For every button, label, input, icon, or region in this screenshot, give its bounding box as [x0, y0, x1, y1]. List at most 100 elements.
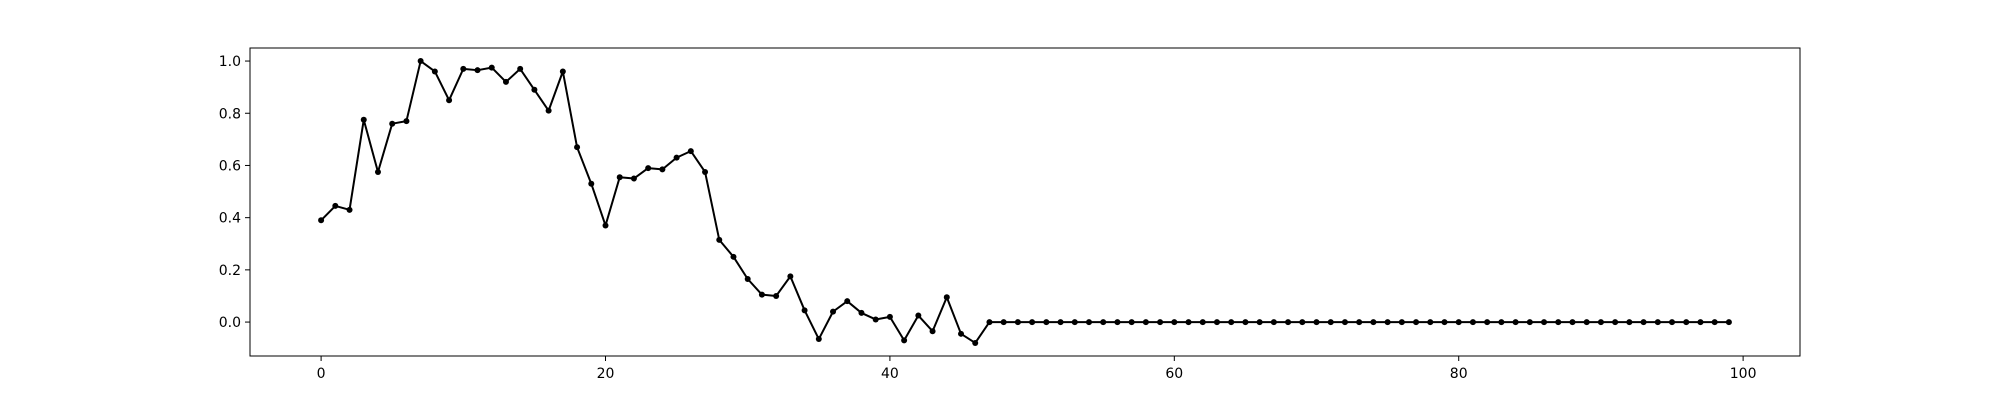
data-point [1085, 319, 1092, 326]
data-point [1541, 319, 1548, 326]
x-tick-label: 80 [1450, 366, 1468, 382]
data-point [517, 65, 524, 72]
data-point [830, 308, 837, 315]
data-point [602, 222, 609, 229]
data-point [1199, 319, 1206, 326]
data-point [1057, 319, 1064, 326]
data-point [1157, 319, 1164, 326]
data-point [1555, 319, 1562, 326]
y-tick-label: 0.6 [219, 158, 241, 174]
x-tick-label: 100 [1730, 366, 1757, 382]
data-point [1441, 319, 1448, 326]
data-point [360, 116, 367, 123]
data-point [716, 236, 723, 243]
data-point [1640, 319, 1647, 326]
data-point [858, 309, 865, 316]
data-point [915, 312, 922, 319]
data-point [545, 107, 552, 114]
data-point [1583, 319, 1590, 326]
data-point [1498, 319, 1505, 326]
data-point [332, 202, 339, 209]
data-point [1242, 319, 1249, 326]
data-point [403, 118, 410, 125]
data-point [1669, 319, 1676, 326]
data-point [1171, 319, 1178, 326]
data-point [616, 174, 623, 181]
data-point [659, 166, 666, 173]
data-point [972, 339, 979, 346]
data-point [318, 217, 325, 224]
series-line [320, 60, 1729, 344]
y-tick-label: 0.4 [219, 211, 241, 227]
data-point [673, 154, 680, 161]
data-point [460, 65, 467, 72]
data-point [559, 68, 566, 75]
data-point [1114, 319, 1121, 326]
data-point [801, 307, 808, 314]
data-point [1512, 319, 1519, 326]
x-tick-label: 20 [597, 366, 615, 382]
data-point [1228, 319, 1235, 326]
data-point [574, 144, 581, 151]
data-point [1569, 319, 1576, 326]
data-point [1100, 319, 1107, 326]
data-point [1213, 319, 1220, 326]
data-point [1398, 319, 1405, 326]
data-point [1626, 319, 1633, 326]
plot-area: 0 20 40 60 80 100 0.0 0.2 0.4 0.6 0.8 1.0 [219, 47, 1801, 382]
data-point [958, 330, 965, 337]
data-point [1014, 319, 1021, 326]
data-point [1256, 319, 1263, 326]
x-tick-label: 60 [1165, 366, 1183, 382]
data-point [1370, 319, 1377, 326]
data-point [1185, 319, 1192, 326]
data-point [1612, 319, 1619, 326]
data-point [1128, 319, 1135, 326]
data-point [1455, 319, 1462, 326]
data-point [1313, 319, 1320, 326]
data-point [1484, 319, 1491, 326]
data-point [1427, 319, 1434, 326]
plot-frame [249, 47, 1801, 357]
data-point [730, 253, 737, 260]
data-point [1142, 319, 1149, 326]
data-point [844, 298, 851, 305]
data-point [758, 291, 765, 298]
data-point [1000, 319, 1007, 326]
x-tick-label: 40 [881, 366, 899, 382]
data-point [1285, 319, 1292, 326]
data-point [1413, 319, 1420, 326]
data-point [1341, 319, 1348, 326]
data-point [1469, 319, 1476, 326]
data-point [630, 175, 637, 182]
data-point [901, 337, 908, 344]
data-point [1654, 319, 1661, 326]
data-point [744, 276, 751, 282]
data-point [1597, 319, 1604, 326]
data-point [1526, 319, 1533, 326]
y-tick-label: 0.2 [219, 263, 241, 279]
data-point [1356, 319, 1363, 326]
data-point [531, 86, 538, 93]
data-point [374, 168, 381, 175]
y-tick-label: 0.0 [219, 315, 241, 331]
x-tick-label: 0 [317, 366, 326, 382]
data-point [1029, 319, 1036, 326]
data-point [474, 67, 481, 74]
data-point [645, 165, 652, 172]
data-point [929, 328, 936, 335]
data-point [1697, 319, 1704, 326]
data-point [588, 180, 595, 187]
data-point [389, 120, 396, 127]
data-point [1384, 319, 1391, 326]
y-tick-label: 1.0 [219, 54, 241, 70]
data-point [346, 206, 353, 213]
data-point [446, 97, 453, 104]
data-point [702, 168, 709, 175]
data-point [417, 58, 424, 65]
data-point [1043, 319, 1050, 326]
data-point [1725, 319, 1732, 326]
data-point [886, 313, 893, 320]
y-tick-label: 0.8 [219, 106, 241, 122]
